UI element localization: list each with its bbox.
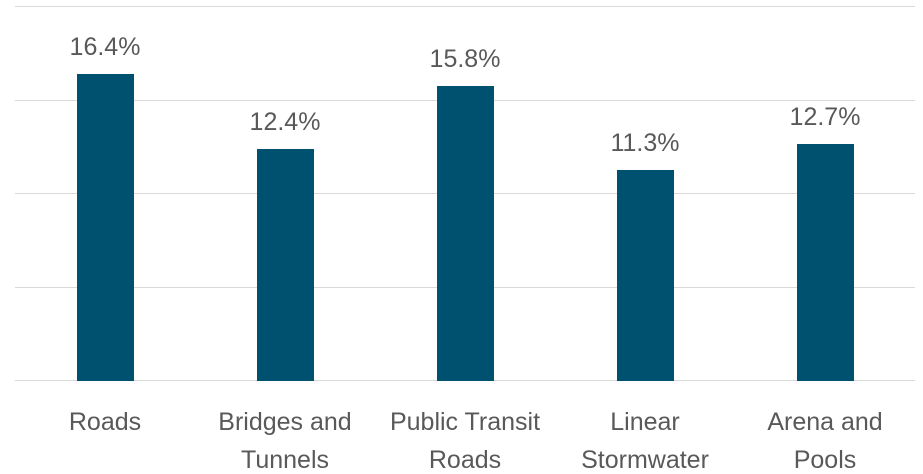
x-tick-label: Roads <box>68 408 142 436</box>
x-tick-label: Linear Stormwater <box>581 408 709 474</box>
value-label: 12.4% <box>249 108 321 137</box>
value-label: 16.4% <box>69 33 141 62</box>
grid-line <box>15 6 915 8</box>
x-tick-label: Arena and Pools <box>767 408 883 474</box>
value-label: 12.7% <box>789 102 861 131</box>
bar <box>256 149 314 381</box>
value-label: 11.3% <box>610 128 680 157</box>
bar <box>796 143 854 381</box>
value-label: 15.8% <box>429 44 501 73</box>
x-tick-label: Bridges and Tunnels <box>218 408 352 474</box>
x-tick-label: Public Transit Roads <box>389 408 541 474</box>
bar <box>616 169 674 381</box>
bar <box>436 85 494 381</box>
bar <box>76 74 134 381</box>
